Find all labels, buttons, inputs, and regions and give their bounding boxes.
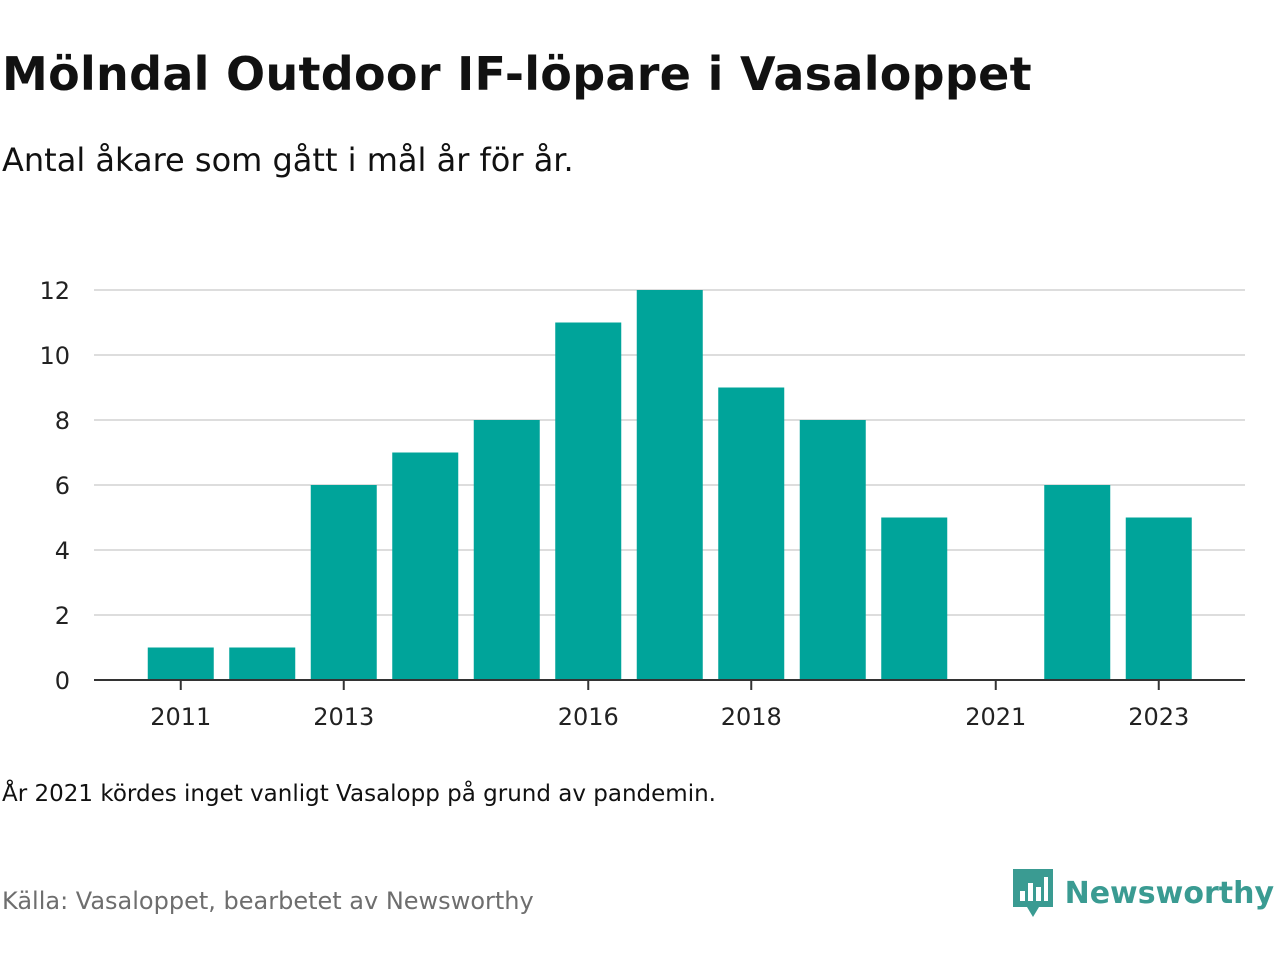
y-tick-label: 0 <box>55 667 70 695</box>
source-credit: Källa: Vasaloppet, bearbetet av Newswort… <box>2 887 534 915</box>
x-tick-label: 2021 <box>965 703 1026 731</box>
x-axis <box>94 679 1245 690</box>
bar-2020 <box>881 517 948 680</box>
bar-2014 <box>392 452 459 680</box>
bar-2016 <box>555 322 622 680</box>
bar-chart: 0 2 4 6 8 10 12 2011 2013 2016 2018 2021 2023 <box>39 277 1245 731</box>
footnote: År 2021 kördes inget vanligt Vasalopp på… <box>2 781 716 807</box>
bar-2017 <box>636 290 703 680</box>
bar-2023 <box>1125 517 1192 680</box>
bar-2019 <box>799 420 866 680</box>
y-axis-tick-labels: 0 2 4 6 8 10 12 <box>39 277 70 695</box>
chart-subtitle: Antal åkare som gått i mål år för år. <box>2 141 574 179</box>
y-tick-label: 10 <box>39 342 70 370</box>
x-axis-tick-labels: 2011 2013 2016 2018 2021 2023 <box>150 703 1189 731</box>
y-tick-label: 2 <box>55 602 70 630</box>
newsworthy-logo-icon <box>1012 869 1053 917</box>
bar-2022 <box>1044 485 1111 680</box>
y-tick-label: 12 <box>39 277 70 305</box>
brand-name: Newsworthy <box>1064 876 1274 911</box>
x-tick-label: 2016 <box>558 703 619 731</box>
y-tick-label: 6 <box>55 472 70 500</box>
newsworthy-logo: Newsworthy <box>1012 868 1274 920</box>
x-tick-label: 2011 <box>150 703 211 731</box>
bars <box>147 290 1192 680</box>
chart-title: Mölndal Outdoor IF-löpare i Vasaloppet <box>2 47 1032 101</box>
y-tick-label: 4 <box>55 537 70 565</box>
bar-2018 <box>718 387 785 680</box>
y-tick-label: 8 <box>55 407 70 435</box>
x-tick-label: 2023 <box>1128 703 1189 731</box>
x-tick-label: 2018 <box>721 703 782 731</box>
x-tick-label: 2013 <box>313 703 374 731</box>
bar-2011 <box>147 647 214 680</box>
bar-2012 <box>229 647 296 680</box>
bar-2013 <box>310 485 377 680</box>
bar-2015 <box>473 420 540 680</box>
